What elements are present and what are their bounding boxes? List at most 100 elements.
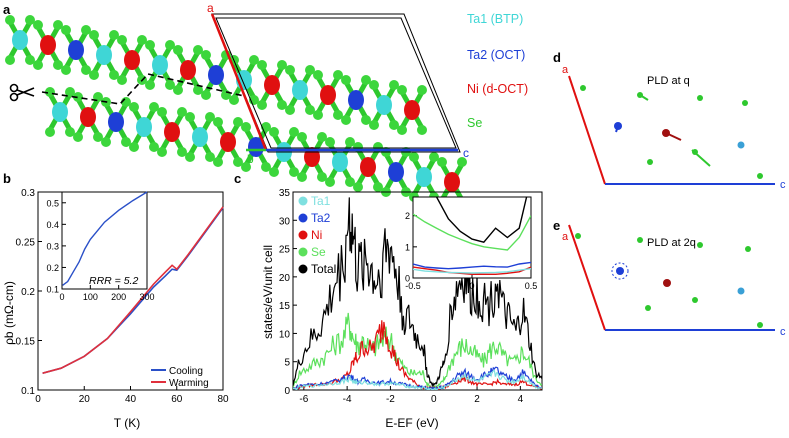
- dos-inset-series-se: [413, 213, 531, 251]
- se-atom: [185, 152, 195, 162]
- pld-2q-title: PLD at 2q: [647, 237, 696, 249]
- metal-atom: [320, 85, 336, 105]
- se-atom: [121, 137, 131, 147]
- metal-atom: [52, 102, 68, 122]
- se-atom: [397, 125, 407, 135]
- se-atom: [305, 105, 315, 115]
- se-atom: [305, 65, 315, 75]
- se-atom: [241, 162, 251, 172]
- legend-total: Total: [311, 262, 336, 276]
- metal-atom: [96, 45, 112, 65]
- legend-ta2-dot: [298, 213, 308, 223]
- metal-atom: [444, 172, 460, 192]
- se-atom: [325, 177, 335, 187]
- y-tick-label: 0.5: [46, 198, 59, 208]
- se-atom: [341, 115, 351, 125]
- se-atom: [289, 167, 299, 177]
- se-atom: [285, 105, 295, 115]
- unit-cell-outline: [210, 13, 461, 153]
- se-atom: [25, 15, 35, 25]
- se-atom: [89, 70, 99, 80]
- metal-atom: [348, 90, 364, 110]
- se-atom: [81, 65, 91, 75]
- se-atom: [93, 132, 103, 142]
- se-atom: [157, 147, 167, 157]
- y-tick-label: 0.3: [21, 188, 35, 199]
- panel-c-label: c: [234, 171, 241, 186]
- metal-atom: [80, 107, 96, 127]
- se-atom: [61, 65, 71, 75]
- panel-d-label: d: [553, 50, 561, 65]
- x-tick-label: 60: [171, 394, 183, 405]
- metal-atom: [40, 35, 56, 55]
- se-atom: [109, 30, 119, 40]
- resistivity-chart: 0 20 40 60 80 0.1 0.15 0.2 0.25 0.3: [16, 188, 229, 405]
- se-atom: [193, 45, 203, 55]
- resistivity-y-label: ρb (mΩ-cm): [2, 281, 16, 345]
- dos-x-label: E-EF (eV): [385, 416, 438, 430]
- se-atom: [417, 125, 427, 135]
- se-atom: [157, 107, 167, 117]
- se-atom: [353, 182, 363, 192]
- se-atom: [369, 120, 379, 130]
- se-atom: [73, 132, 83, 142]
- se-atom: [345, 177, 355, 187]
- se-atom: [289, 127, 299, 137]
- legend-ni-doct: Ni (d-OCT): [467, 82, 528, 96]
- se-atom: [177, 107, 187, 117]
- pld-2q-axis-c-label: c: [780, 326, 786, 338]
- se-atom: [165, 40, 175, 50]
- x-tick-label: 200: [111, 292, 126, 302]
- x-tick-label: -0.5: [405, 281, 421, 291]
- se-atom: [313, 110, 323, 120]
- axis-b-label: b: [247, 152, 254, 166]
- se-atom: [313, 70, 323, 80]
- se-atom: [129, 142, 139, 152]
- se-atom: [65, 127, 75, 137]
- se-atom: [429, 152, 439, 162]
- se-atom: [233, 157, 243, 167]
- y-tick-label: 5: [284, 358, 290, 369]
- se-atom: [129, 102, 139, 112]
- metal-atom: [416, 167, 432, 187]
- metal-atom: [208, 65, 224, 85]
- se-atom: [61, 25, 71, 35]
- y-tick-label: 15: [279, 301, 291, 312]
- se-atom: [261, 162, 271, 172]
- se-atom: [373, 182, 383, 192]
- se-atom: [81, 25, 91, 35]
- se-atom: [117, 35, 127, 45]
- se-atom: [257, 100, 267, 110]
- y-tick-label: 0.3: [46, 241, 59, 251]
- plot-frame: [61, 191, 148, 290]
- pld-q-atoms: [580, 85, 763, 179]
- se-atom: [177, 147, 187, 157]
- se-atom: [269, 167, 279, 177]
- x-tick-label: 20: [79, 394, 91, 405]
- y-tick-label: 0.1: [46, 285, 59, 295]
- x-tick-label: 300: [139, 292, 154, 302]
- se-atom: [241, 122, 251, 132]
- legend-warming: Warming: [169, 378, 209, 389]
- se-atom: [361, 115, 371, 125]
- se-atom: [45, 87, 55, 97]
- se-atom: [73, 92, 83, 102]
- x-tick-label: 2: [474, 394, 480, 405]
- se-atom: [361, 75, 371, 85]
- metal-atom: [180, 60, 196, 80]
- panel-b-label: b: [3, 171, 11, 186]
- se-atom: [149, 102, 159, 112]
- se-atom: [53, 60, 63, 70]
- pld-q-title: PLD at q: [647, 75, 690, 87]
- metal-atom: [192, 127, 208, 147]
- metal-atom: [124, 50, 140, 70]
- se-atom: [297, 172, 307, 182]
- legend-se-c: Se: [311, 245, 326, 259]
- legend-se-dot: [298, 247, 308, 257]
- axis-a-label: a: [207, 1, 214, 15]
- legend-ta1-btp: Ta1 (BTP): [467, 12, 523, 26]
- se-atom: [249, 55, 259, 65]
- series-warming: [42, 206, 224, 374]
- pld-2q-axis-a-label: a: [562, 231, 569, 243]
